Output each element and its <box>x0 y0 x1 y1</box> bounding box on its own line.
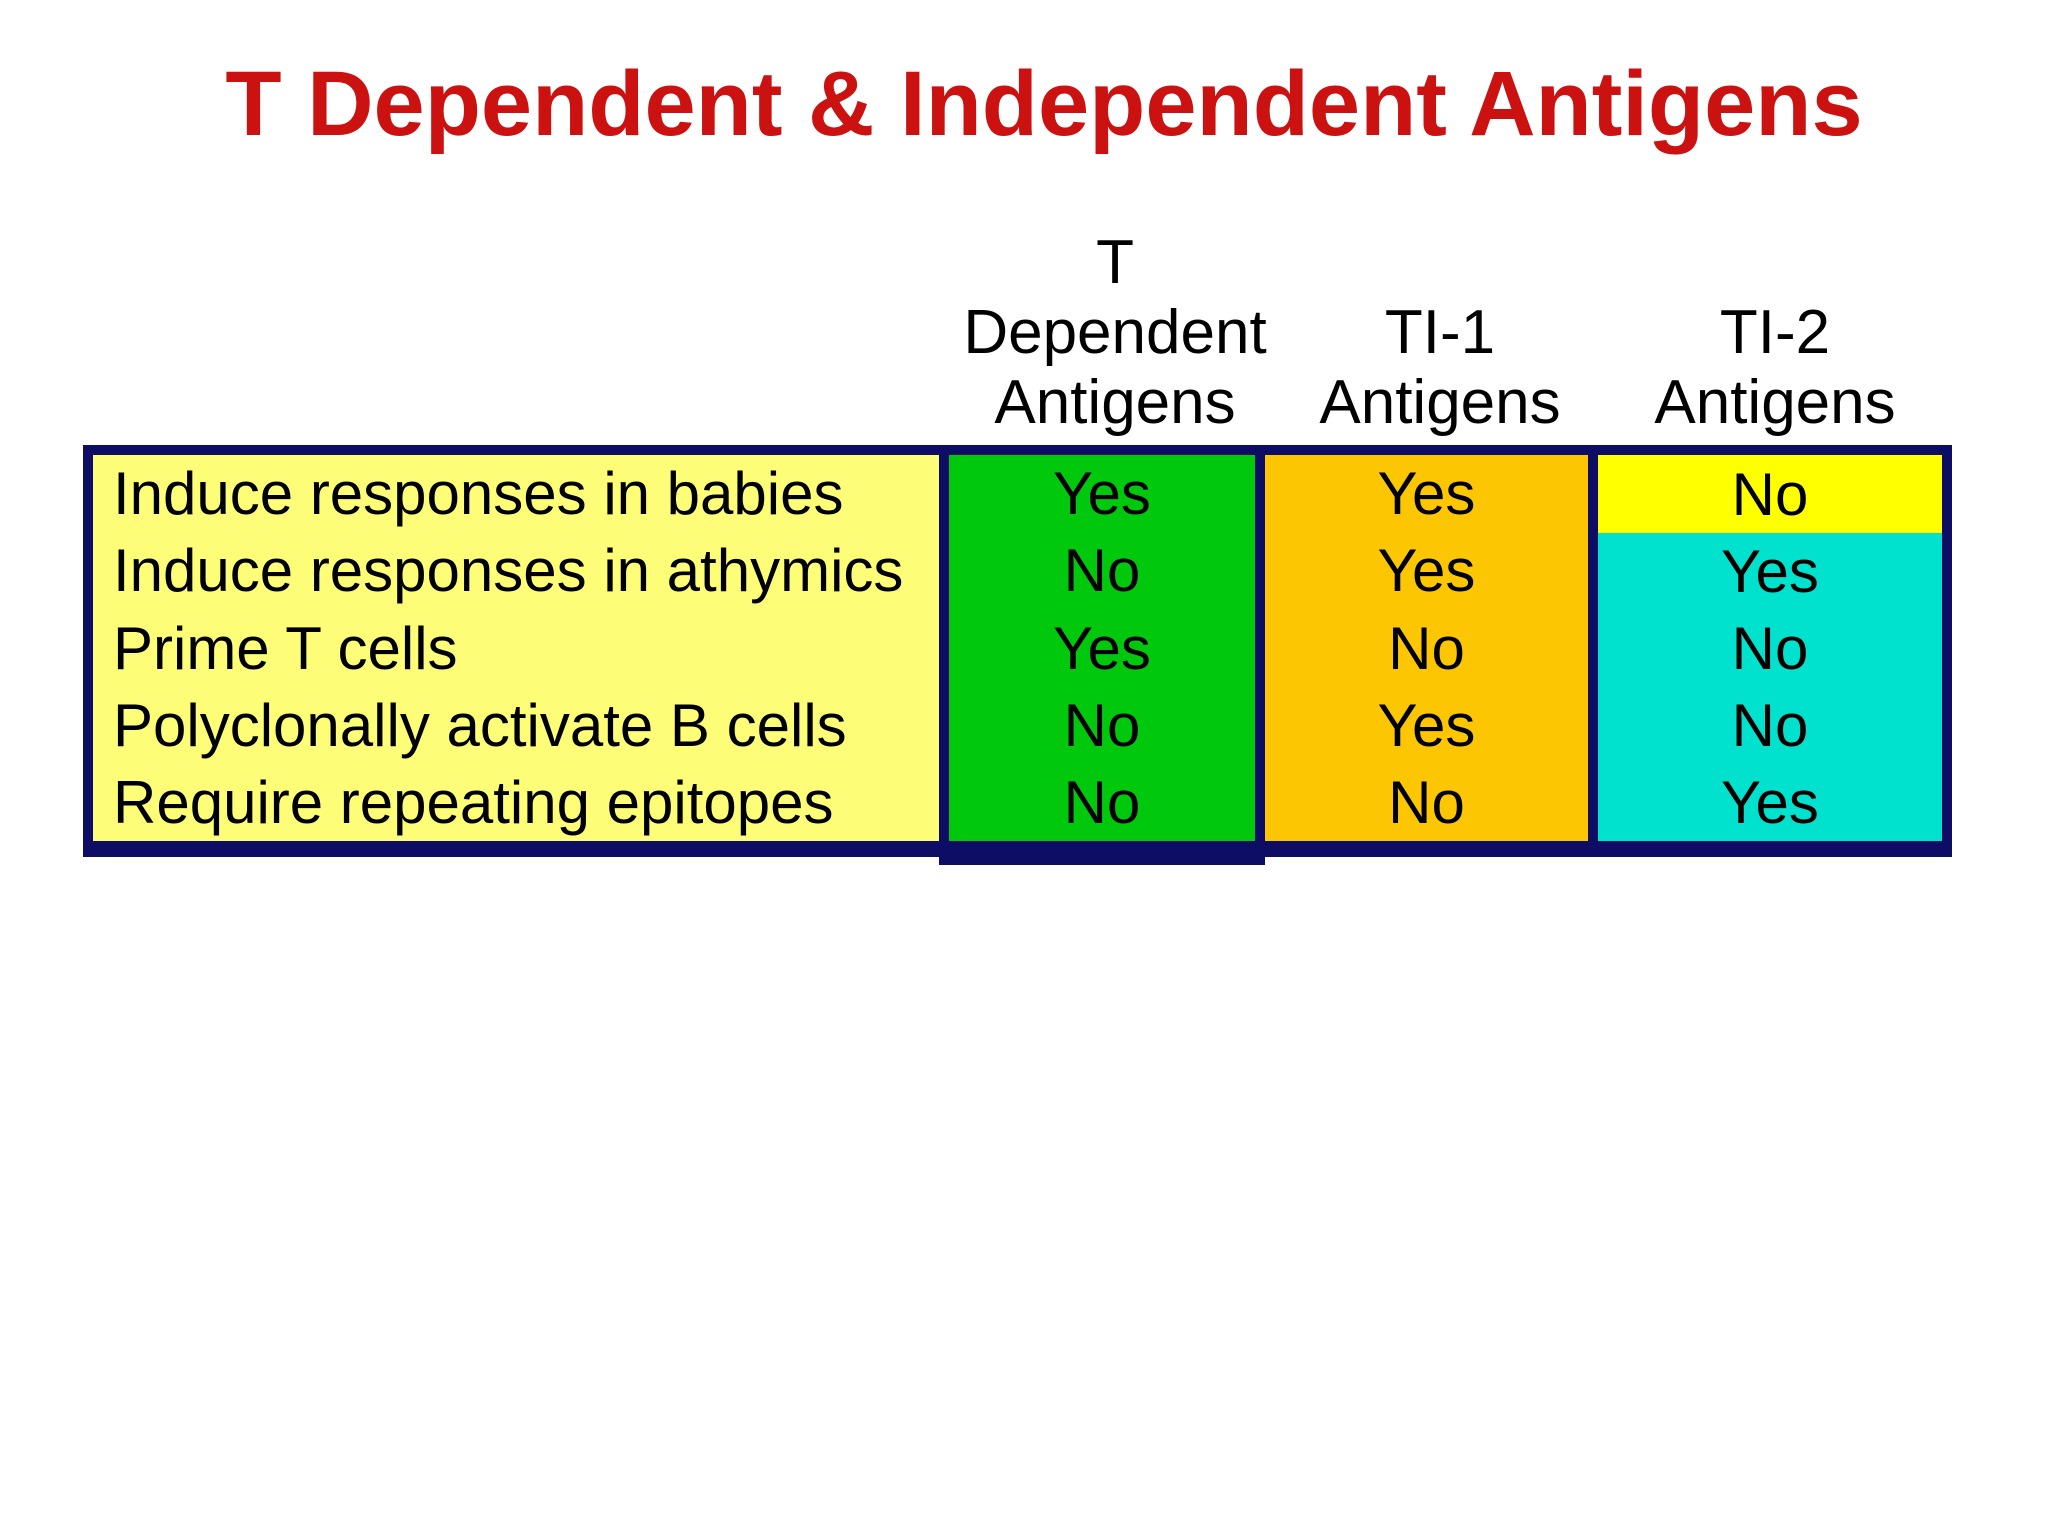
header-line: TI-1 <box>1384 298 1496 367</box>
data-cell: No <box>1598 455 1942 533</box>
column-header-t-dependent-antigens: T Dependent Antigens <box>915 228 1315 438</box>
header-line: Antigens <box>994 368 1236 437</box>
ti-1-antigens-column: Yes Yes No Yes No <box>1265 455 1588 841</box>
data-cell: Yes <box>1377 691 1476 759</box>
data-cell: No <box>1731 692 1809 759</box>
data-cell: No <box>1388 614 1465 682</box>
data-cell: Yes <box>1053 460 1151 528</box>
row-label: Induce responses in athymics <box>113 537 904 605</box>
data-cell: No <box>1063 691 1141 759</box>
header-line: Antigens <box>1654 368 1896 437</box>
column-header-ti-2-antigens: TI-2 Antigens <box>1578 298 1972 438</box>
header-line: TI-2 <box>1719 298 1831 367</box>
row-label: Prime T cells <box>113 614 458 682</box>
data-cell: Yes <box>1053 614 1151 682</box>
data-cell: Yes <box>1721 538 1819 605</box>
green-column-bottom-border <box>939 853 1265 865</box>
data-cell: Yes <box>1377 537 1476 605</box>
data-cell: No <box>1063 537 1141 605</box>
ti-2-antigens-column: No Yes No No Yes <box>1598 455 1942 841</box>
data-cell: No <box>1731 615 1809 682</box>
data-cell: No <box>1063 768 1141 836</box>
header-line: Antigens <box>1319 368 1561 437</box>
column-header-ti-1-antigens: TI-1 Antigens <box>1240 298 1640 438</box>
data-cell: Yes <box>1721 769 1819 836</box>
page-title: T Dependent & Independent Antigens <box>225 53 1863 155</box>
feature-label-column: Induce responses in babies Induce respon… <box>93 455 939 841</box>
row-label: Induce responses in babies <box>113 460 844 528</box>
ti-2-lower-cells: Yes No No Yes <box>1598 533 1942 841</box>
data-cell: No <box>1388 768 1465 836</box>
antigen-comparison-table: Induce responses in babies Induce respon… <box>83 445 1952 857</box>
header-line: Dependent <box>963 298 1267 367</box>
t-dependent-antigens-column: Yes No Yes No No <box>949 455 1255 841</box>
data-cell: Yes <box>1377 460 1476 528</box>
header-line: T <box>1096 228 1134 297</box>
row-label: Require repeating epitopes <box>113 768 834 836</box>
row-label: Polyclonally activate B cells <box>113 691 847 759</box>
